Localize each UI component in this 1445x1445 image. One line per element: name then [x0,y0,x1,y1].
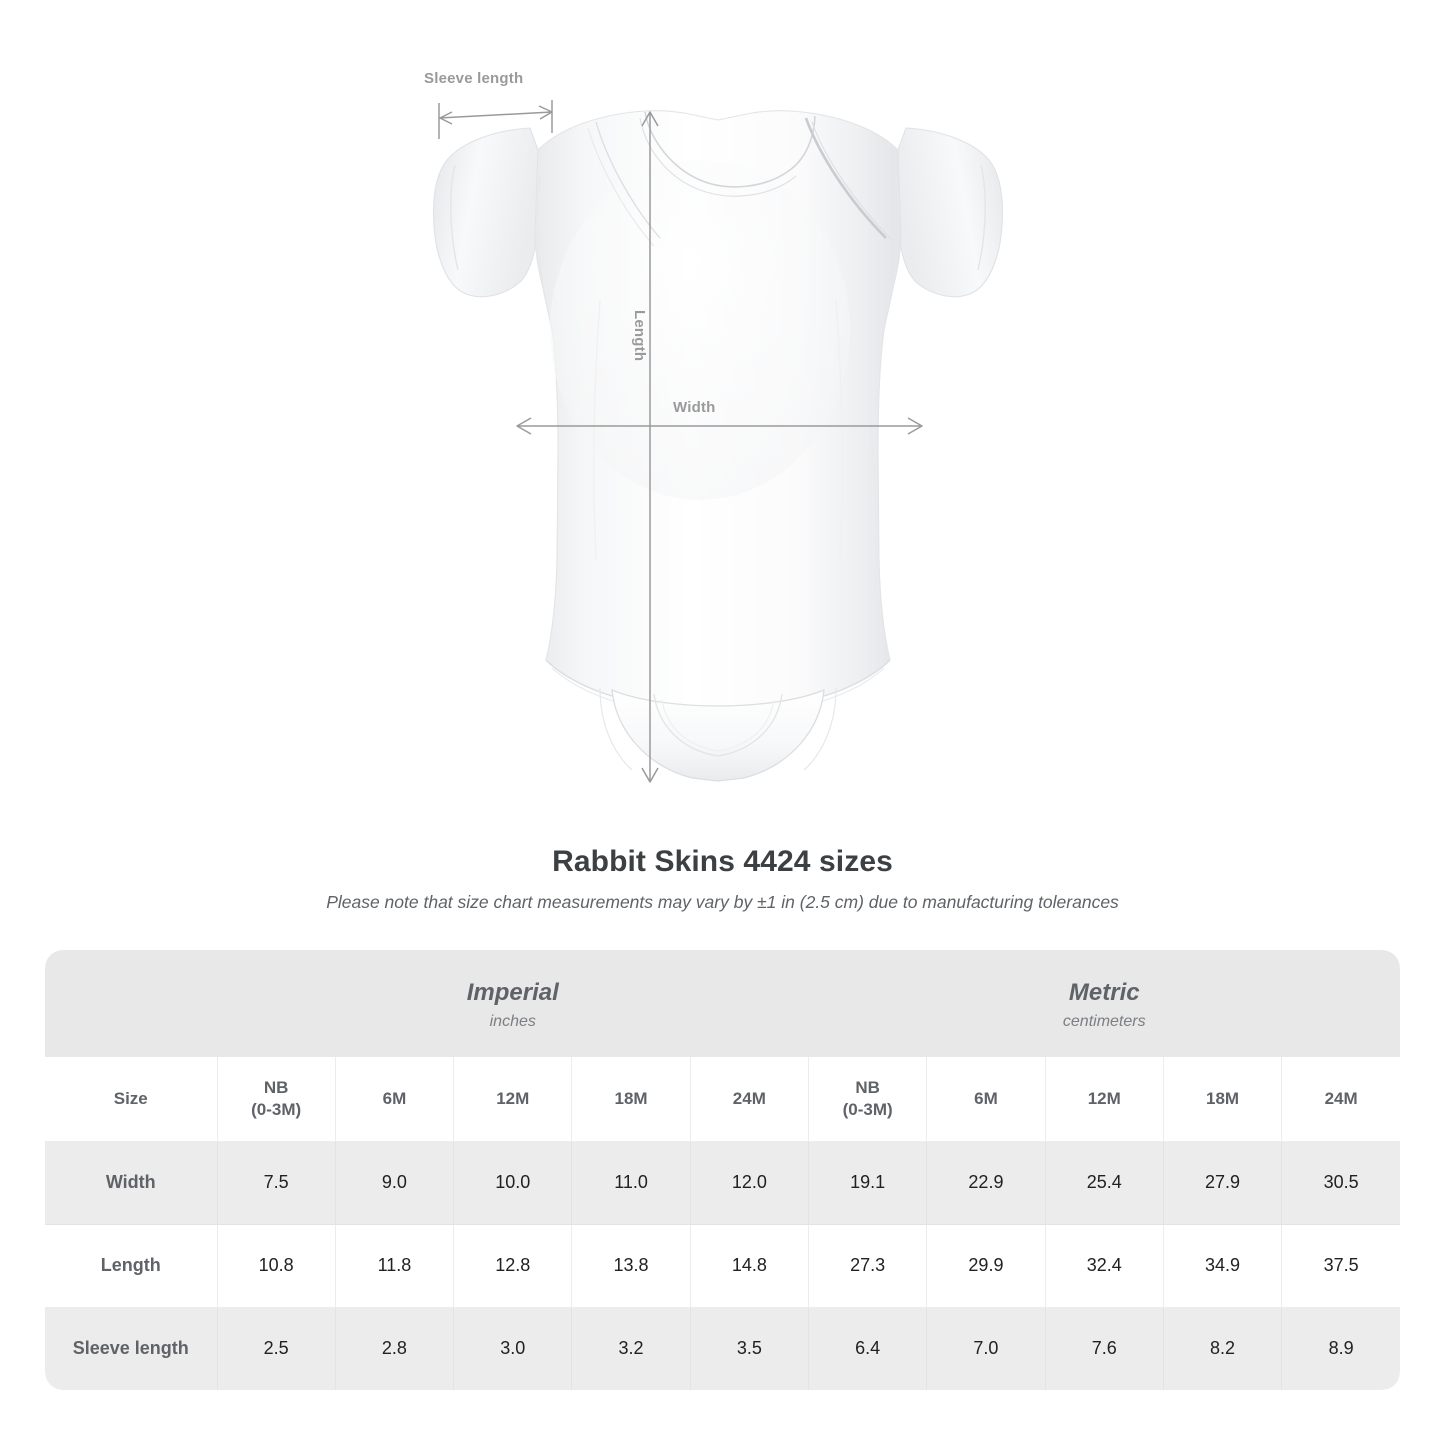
sleeve-length-annotation-label: Sleeve length [424,70,524,87]
title-block: Rabbit Skins 4424 sizes Please note that… [0,845,1445,913]
size-column-header: 18M [1163,1057,1283,1142]
measurement-cell: 34.9 [1163,1224,1283,1308]
measurement-cell: 10.8 [217,1224,336,1308]
measurement-cell: 14.8 [690,1224,810,1308]
crotch-left-edge [599,687,633,771]
measurement-cell: 9.0 [335,1141,455,1225]
size-column-header: NB (0-3M) [808,1057,928,1142]
measurement-cell: 27.3 [808,1224,928,1308]
length-annotation-label: Length [631,310,648,362]
measurement-cell: 10.0 [453,1141,573,1225]
width-annotation-label: Width [673,399,716,416]
measurement-cell: 29.9 [926,1224,1046,1308]
size-column-header: 24M [1281,1057,1401,1142]
measurement-cell: 8.2 [1163,1307,1283,1390]
measurement-cell: 2.8 [335,1307,455,1390]
size-column-header: 18M [571,1057,691,1142]
size-column-header: 12M [1045,1057,1164,1142]
measurement-cell: 8.9 [1281,1307,1401,1390]
page-title: Rabbit Skins 4424 sizes [552,845,893,878]
unit-group-imperial: Imperial inches [217,950,809,1057]
table-row: Length 10.8 11.8 12.8 13.8 14.8 27.3 29.9 32.4 34… [45,1224,1401,1308]
measurement-cell: 12.8 [453,1224,573,1308]
width-dimension [516,417,923,435]
left-sleeve [433,127,539,298]
measurement-cell: 19.1 [808,1141,928,1225]
fold-right-2 [869,419,877,601]
measurement-cell: 30.5 [1281,1141,1401,1225]
measurement-cell: 32.4 [1045,1224,1164,1308]
measurement-cell: 7.0 [926,1307,1046,1390]
left-sleeve-hem [450,164,459,271]
measurement-cell: 6.4 [808,1307,928,1390]
measurement-cell: 25.4 [1045,1141,1164,1225]
length-dimension [641,111,659,783]
right-sleeve [897,127,1003,298]
tolerance-note: Please note that size chart measurements… [326,892,1119,912]
size-column-header: NB (0-3M) [217,1057,336,1142]
snap-flap-edge [653,693,783,757]
measurement-cell: 7.6 [1045,1307,1164,1390]
unit-group-subtitle: inches [489,1013,536,1030]
right-shoulder-lap [804,117,887,239]
measurement-cell: 37.5 [1281,1224,1401,1308]
crotch-right-edge [803,687,837,771]
unit-header-spacer [45,950,217,1057]
left-shoulder-seam-2 [587,127,655,247]
unit-group-header-row: Imperial inches Metric centimeters [45,950,1401,1057]
measurement-row-label: Sleeve length [45,1307,218,1390]
size-chart-container: Imperial inches Metric centimeters Size NB (0-… [45,950,1401,1390]
right-sleeve-hem [977,164,986,271]
chest-highlight [550,160,850,500]
size-column-header: 24M [690,1057,810,1142]
product-image: Sleeve length Width Length [424,70,1003,783]
unit-group-name: Imperial [466,979,559,1006]
measurement-cell: 3.2 [571,1307,691,1390]
size-chart-table: Imperial inches Metric centimeters Size NB (0-… [45,950,1401,1390]
measurement-cell: 2.5 [217,1307,336,1390]
measurement-row-label: Length [45,1224,218,1308]
right-shoulder-lap-edge [811,121,893,241]
measurement-cell: 3.0 [453,1307,573,1390]
unit-group-name: Metric [1068,979,1140,1006]
measurement-cell: 11.8 [335,1224,455,1308]
neckline-collar [644,111,816,188]
right-armhole-seam [891,174,900,291]
measurement-cell: 22.9 [926,1141,1046,1225]
size-column-header: 6M [335,1057,455,1142]
left-armhole-seam [536,174,545,291]
measurement-cell: 12.0 [690,1141,810,1225]
measurement-cell: 3.5 [690,1307,810,1390]
unit-group-subtitle: centimeters [1062,1013,1146,1030]
sleeve-length-dimension [438,100,553,139]
unit-group-metric: Metric centimeters [808,950,1401,1057]
left-shoulder-seam [595,121,661,239]
size-column-header: 12M [453,1057,573,1142]
measurement-cell: 13.8 [571,1224,691,1308]
size-column-header: 6M [926,1057,1046,1142]
measurement-row-label: Width [45,1141,218,1225]
snap-flap-edge-2 [661,699,775,752]
measurement-cell: 7.5 [217,1141,336,1225]
table-row: Sleeve length 2.5 2.8 3.0 3.2 3.5 6.4 7.0 7.6 8.2… [45,1307,1401,1390]
measurement-cell: 11.0 [571,1141,691,1225]
table-row: Width 7.5 9.0 10.0 11.0 12.0 19.1 22.9 25.4 27.9 3… [45,1141,1401,1225]
bodysuit-illustration [433,100,1003,783]
size-header-row: Size NB (0-3M) 6M 12M 18M 24M NB (0-3M) 6M 12M 18M 2… [45,1057,1401,1142]
measurement-cell: 27.9 [1163,1141,1283,1225]
size-header-label: Size [45,1057,218,1142]
